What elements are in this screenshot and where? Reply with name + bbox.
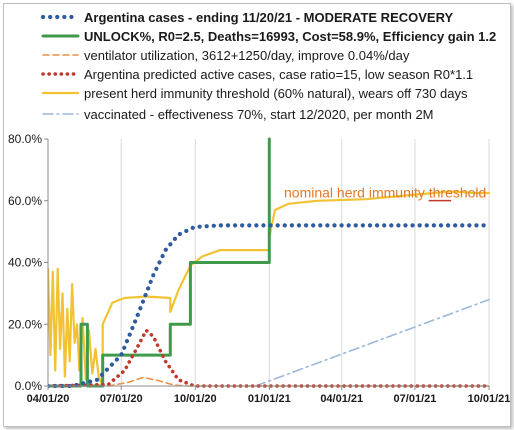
x-tick-label: 07/01/21	[394, 393, 437, 405]
y-tick-label: 60.0%	[8, 194, 42, 208]
legend-label: vaccinated - effectiveness 70%, start 12…	[84, 107, 434, 122]
legend-label: UNLOCK%, R0=2.5, Deaths=16993, Cost=58.9…	[84, 29, 496, 44]
legend-label: present herd immunity threshold (60% nat…	[84, 86, 468, 101]
axes: 0.0% 20.0% 40.0% 60.0% 80.0% 04/01/20 07/01/20…	[8, 132, 510, 405]
y-tick-label: 80.0%	[8, 132, 42, 146]
legend-label: ventilator utilization, 3612+1250/day, i…	[84, 48, 410, 63]
series-line-0	[48, 223, 492, 388]
series-line-5	[254, 298, 490, 387]
annotation-label: nominal herd immunity threshold	[284, 185, 486, 201]
y-tick-label: 20.0%	[8, 317, 42, 331]
x-tick-label: 10/01/20	[174, 393, 217, 405]
y-tick-label: 0.0%	[15, 379, 43, 393]
legend: Argentina cases - ending 11/20/21 - MODE…	[40, 10, 496, 122]
x-tick-label: 10/01/21	[468, 393, 511, 405]
legend-label: Argentina predicted active cases, case r…	[84, 67, 473, 82]
series-line-2	[48, 376, 490, 387]
x-tick-label: 01/01/21	[248, 393, 291, 405]
x-tick-label: 07/01/20	[100, 393, 143, 405]
x-tick-label: 04/01/20	[27, 393, 70, 405]
series-line-1	[48, 137, 271, 388]
series-line-3	[48, 328, 491, 388]
series-line-4	[48, 190, 491, 388]
y-tick-label: 40.0%	[8, 256, 42, 270]
x-tick-label: 04/01/21	[320, 393, 363, 405]
legend-label: Argentina cases - ending 11/20/21 - MODE…	[84, 10, 453, 25]
series-layer	[48, 137, 492, 388]
